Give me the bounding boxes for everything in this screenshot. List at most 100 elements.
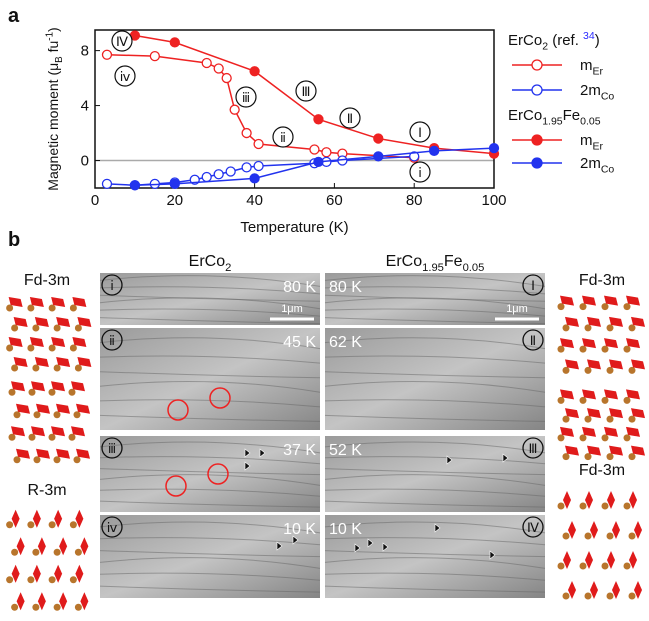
atom xyxy=(29,434,36,441)
atom xyxy=(32,604,39,611)
atom xyxy=(607,324,614,331)
atom xyxy=(602,303,609,310)
numeral: ⅳ xyxy=(107,520,118,535)
atom xyxy=(54,325,61,332)
atom xyxy=(607,593,614,600)
y-tick-label: 0 xyxy=(81,153,89,170)
column-header: ErCo1.95Fe0.05 xyxy=(386,253,485,274)
text-run: ErCo xyxy=(508,32,542,49)
annotation: Ⅰ xyxy=(418,125,422,140)
atom xyxy=(49,521,56,528)
atom xyxy=(563,324,570,331)
text-run: Co xyxy=(601,91,615,103)
atom xyxy=(607,367,614,374)
text-run: 2 xyxy=(225,262,231,274)
atom xyxy=(607,453,614,460)
legend-marker xyxy=(532,158,542,168)
temperature: 80 K xyxy=(283,279,316,296)
data-point xyxy=(310,145,319,154)
x-tick-label: 100 xyxy=(481,192,506,209)
atom xyxy=(54,365,61,372)
data-point xyxy=(230,105,239,114)
atom xyxy=(14,456,21,463)
numeral: ⅱ xyxy=(109,333,115,348)
data-point xyxy=(254,140,263,149)
temperature: 10 K xyxy=(329,521,362,538)
data-point xyxy=(430,146,439,155)
text-run: Co xyxy=(601,164,615,176)
atom xyxy=(629,593,636,600)
atom xyxy=(580,303,587,310)
atom xyxy=(70,576,77,583)
atom xyxy=(29,389,36,396)
atom xyxy=(563,416,570,423)
numeral: Ⅱ xyxy=(530,333,536,348)
x-tick-label: 0 xyxy=(91,192,99,209)
atom xyxy=(563,533,570,540)
atom xyxy=(580,346,587,353)
temperature: 37 K xyxy=(283,442,316,459)
data-point xyxy=(250,174,259,183)
panel-label: a xyxy=(8,5,20,27)
atom xyxy=(558,563,565,570)
atom xyxy=(624,303,631,310)
data-point xyxy=(314,157,323,166)
data-point xyxy=(490,144,499,153)
text-run: Fe xyxy=(563,107,581,124)
atom xyxy=(580,563,587,570)
data-point xyxy=(150,52,159,61)
text-run: Fe xyxy=(444,253,463,270)
legend-label: 2mCo xyxy=(580,155,614,176)
text-run: Er xyxy=(593,141,604,153)
figure: a b 020406080100048Temperature (K)Magnet… xyxy=(0,0,649,621)
atom xyxy=(580,434,587,441)
atom xyxy=(54,411,61,418)
atom xyxy=(70,521,77,528)
atom xyxy=(49,576,56,583)
annotation: Ⅳ xyxy=(116,34,128,49)
atom xyxy=(6,521,13,528)
text-run: 1.95 xyxy=(542,116,563,128)
atom xyxy=(69,434,76,441)
annotation: ⅲ xyxy=(242,90,250,105)
atom xyxy=(624,434,631,441)
panel-label: b xyxy=(8,229,20,251)
atom xyxy=(624,503,631,510)
text-run: 0.05 xyxy=(580,116,601,128)
y-tick-label: 8 xyxy=(81,43,89,60)
scale-bar-label: 1μm xyxy=(281,303,303,315)
atom xyxy=(27,345,34,352)
x-tick-label: 80 xyxy=(406,192,423,209)
data-point xyxy=(254,162,263,171)
atom xyxy=(6,576,13,583)
atom xyxy=(11,325,18,332)
text-run: 34 xyxy=(583,30,595,42)
atom xyxy=(54,549,61,556)
data-point xyxy=(242,129,251,138)
atom xyxy=(27,305,34,312)
data-point xyxy=(314,115,323,124)
data-point xyxy=(222,74,231,83)
data-point xyxy=(170,38,179,47)
atom xyxy=(558,303,565,310)
atom xyxy=(75,325,82,332)
atom xyxy=(54,456,61,463)
atom xyxy=(49,345,56,352)
data-point xyxy=(214,170,223,179)
atom xyxy=(70,345,77,352)
numeral: ⅰ xyxy=(110,278,114,293)
space-group: Fd-3m xyxy=(579,462,625,479)
atom xyxy=(580,503,587,510)
annotation: ⅱ xyxy=(280,130,286,145)
numeral: ⅲ xyxy=(108,441,116,456)
atom xyxy=(9,434,16,441)
legend-label: 2mCo xyxy=(580,82,614,103)
data-point xyxy=(374,134,383,143)
legend-header: ErCo2 (ref. 34) xyxy=(508,30,600,53)
text-run: m xyxy=(580,132,593,149)
atom xyxy=(585,453,592,460)
annotation: ⅳ xyxy=(120,69,131,84)
data-point xyxy=(202,58,211,67)
atom xyxy=(74,456,81,463)
annotation: Ⅱ xyxy=(347,111,353,126)
